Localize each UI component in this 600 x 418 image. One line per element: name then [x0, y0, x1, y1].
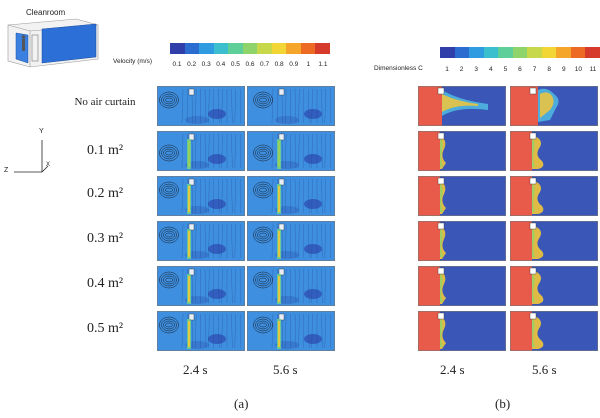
concentration-swatch-5 — [512, 47, 528, 58]
concentration-swatch-4 — [498, 47, 513, 58]
velocity-swatch-3 — [213, 43, 229, 54]
concentration-swatch-0 — [440, 47, 455, 58]
concentration-swatch-1 — [454, 47, 470, 58]
velocity-panel-row0-t0 — [157, 86, 245, 126]
velocity-swatch-6 — [257, 43, 272, 54]
time-label-a-2: 5.6 s — [273, 362, 298, 377]
concentration-swatch-6 — [527, 47, 542, 58]
subfigure-label-a: (a) — [234, 396, 249, 411]
concentration-swatch-7 — [541, 47, 557, 58]
concentration-panel-row1-t1 — [510, 131, 598, 171]
velocity-swatch-0 — [170, 43, 185, 54]
concentration-panel-row2-t1 — [510, 176, 598, 216]
concentration-panel-row5-t0 — [418, 311, 506, 351]
velocity-panel-row0-t1 — [247, 86, 335, 126]
velocity-swatch-5 — [242, 43, 258, 54]
subfigure-label-b: (b) — [495, 396, 511, 411]
concentration-swatch-9 — [570, 47, 586, 58]
concentration-panel-row3-t1 — [510, 221, 598, 261]
velocity-colorbar-ticks: 0.1 0.2 0.3 0.4 0.5 0.6 0.7 0.8 0.9 1 1.1 — [172, 61, 328, 68]
axis-z-label: Z — [4, 167, 9, 174]
velocity-panel-row3-t0 — [157, 221, 245, 261]
velocity-panel-row4-t1 — [247, 266, 335, 306]
time-label-b-1: 2.4 s — [440, 362, 465, 377]
concentration-panel-row5-t1 — [510, 311, 598, 351]
concentration-swatch-2 — [469, 47, 484, 58]
cleanroom-label: Cleanroom — [26, 8, 66, 17]
axis-y-label: Y — [39, 128, 44, 135]
axis-x-label: X — [46, 162, 51, 168]
row-label-0-5: 0.5 m² — [86, 321, 124, 336]
concentration-swatch-8 — [556, 47, 571, 58]
concentration-colorbar — [440, 47, 600, 58]
velocity-swatch-8 — [286, 43, 301, 54]
concentration-panel-row4-t0 — [418, 266, 506, 306]
velocity-colorbar-title: Velocity (m/s) — [113, 58, 153, 65]
velocity-swatch-2 — [199, 43, 214, 54]
concentration-panel-row3-t0 — [418, 221, 506, 261]
row-label-0-4: 0.4 m² — [86, 276, 124, 291]
velocity-swatch-9 — [300, 43, 316, 54]
concentration-colorbar-title: Dimensionless C — [374, 65, 423, 72]
concentration-panel-row0-t1 — [510, 86, 598, 126]
velocity-panel-row1-t1 — [247, 131, 335, 171]
velocity-panel-row5-t1 — [247, 311, 335, 351]
axis-triad: Y Z X — [2, 128, 52, 183]
concentration-swatch-3 — [483, 47, 499, 58]
time-label-b-2: 5.6 s — [532, 362, 557, 377]
velocity-swatch-1 — [184, 43, 200, 54]
velocity-panel-row5-t0 — [157, 311, 245, 351]
cleanroom-inset: Cleanroom — [2, 5, 102, 75]
velocity-panel-row2-t1 — [247, 176, 335, 216]
velocity-colorbar — [170, 43, 331, 54]
concentration-swatch-10 — [585, 47, 600, 58]
velocity-panel-row4-t0 — [157, 266, 245, 306]
velocity-swatch-10 — [315, 43, 331, 54]
velocity-swatch-7 — [271, 43, 287, 54]
velocity-panel-row3-t1 — [247, 221, 335, 261]
concentration-panel-row0-t0 — [418, 86, 506, 126]
row-label-0-3: 0.3 m² — [86, 231, 124, 246]
velocity-panel-row1-t0 — [157, 131, 245, 171]
row-label-0-2: 0.2 m² — [86, 186, 124, 201]
concentration-panel-row2-t0 — [418, 176, 506, 216]
concentration-panel-row1-t0 — [418, 131, 506, 171]
time-label-a-1: 2.4 s — [183, 362, 208, 377]
concentration-panel-row4-t1 — [510, 266, 598, 306]
row-label-no-air-curtain: No air curtain — [74, 96, 136, 108]
velocity-panel-row2-t0 — [157, 176, 245, 216]
concentration-colorbar-ticks: 1 2 3 4 5 6 7 8 9 10 11 — [445, 66, 597, 73]
row-label-0-1: 0.1 m² — [86, 143, 124, 158]
velocity-swatch-4 — [228, 43, 243, 54]
